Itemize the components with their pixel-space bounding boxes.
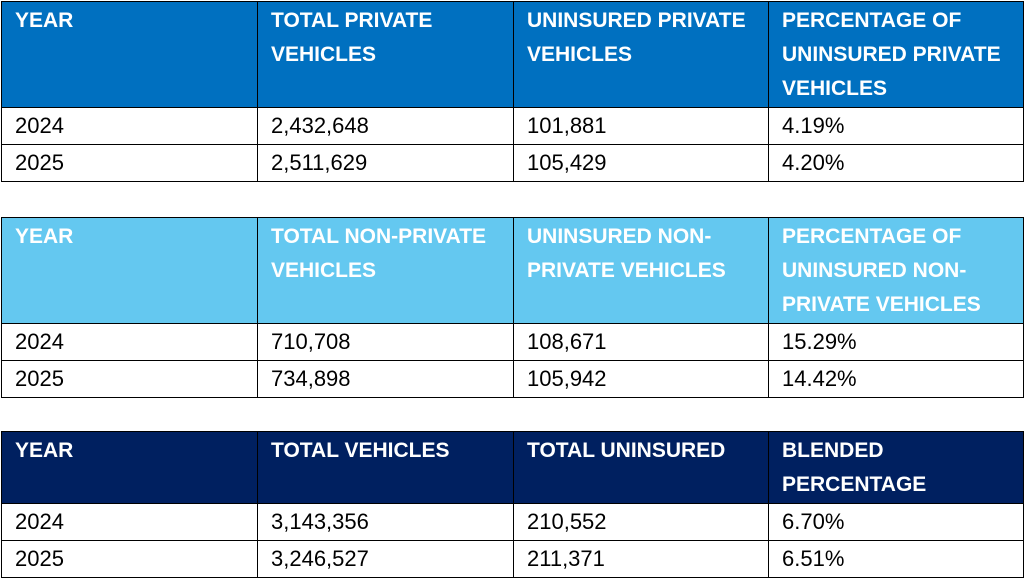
cell-uninsured: 105,942 [513,360,769,398]
cell-year: 2024 [1,323,258,361]
column-header-uninsured: UNINSURED PRIVATE VEHICLES [513,1,769,108]
cell-year: 2025 [1,540,258,578]
cell-total: 710,708 [257,323,514,361]
table-row: 2025 2,511,629 105,429 4.20% [1,144,1024,182]
column-header-total: TOTAL NON-PRIVATE VEHICLES [257,217,514,324]
column-header-total: TOTAL PRIVATE VEHICLES [257,1,514,108]
table-row: 2024 710,708 108,671 15.29% [1,323,1024,361]
column-header-uninsured: TOTAL UNINSURED [513,431,769,504]
cell-uninsured: 105,429 [513,144,769,182]
column-header-year: YEAR [1,217,258,324]
cell-total: 2,511,629 [257,144,514,182]
cell-total: 2,432,648 [257,107,514,145]
cell-total: 734,898 [257,360,514,398]
cell-uninsured: 210,552 [513,503,769,541]
cell-percentage: 6.51% [768,540,1024,578]
table-row: 2024 3,143,356 210,552 6.70% [1,503,1024,541]
column-header-year: YEAR [1,1,258,108]
nonprivate-vehicles-table: YEAR TOTAL NON-PRIVATE VEHICLES UNINSURE… [1,217,1024,398]
column-header-percentage: PERCENTAGE OF UNINSURED PRIVATE VEHICLES [768,1,1024,108]
table-row: 2024 2,432,648 101,881 4.19% [1,107,1024,145]
table-row: 2025 734,898 105,942 14.42% [1,360,1024,398]
cell-uninsured: 211,371 [513,540,769,578]
cell-total: 3,246,527 [257,540,514,578]
column-header-percentage: PERCENTAGE OF UNINSURED NON-PRIVATE VEHI… [768,217,1024,324]
header-row: YEAR TOTAL NON-PRIVATE VEHICLES UNINSURE… [1,217,1024,324]
cell-year: 2025 [1,360,258,398]
cell-year: 2025 [1,144,258,182]
column-header-uninsured: UNINSURED NON-PRIVATE VEHICLES [513,217,769,324]
column-header-total: TOTAL VEHICLES [257,431,514,504]
cell-uninsured: 108,671 [513,323,769,361]
total-vehicles-table: YEAR TOTAL VEHICLES TOTAL UNINSURED BLEN… [1,431,1024,578]
column-header-year: YEAR [1,431,258,504]
cell-percentage: 4.20% [768,144,1024,182]
private-vehicles-table: YEAR TOTAL PRIVATE VEHICLES UNINSURED PR… [1,1,1024,182]
table-row: 2025 3,246,527 211,371 6.51% [1,540,1024,578]
cell-total: 3,143,356 [257,503,514,541]
cell-year: 2024 [1,503,258,541]
cell-uninsured: 101,881 [513,107,769,145]
cell-percentage: 15.29% [768,323,1024,361]
column-header-percentage: BLENDED PERCENTAGE [768,431,1024,504]
header-row: YEAR TOTAL PRIVATE VEHICLES UNINSURED PR… [1,1,1024,108]
cell-percentage: 4.19% [768,107,1024,145]
cell-percentage: 6.70% [768,503,1024,541]
cell-percentage: 14.42% [768,360,1024,398]
cell-year: 2024 [1,107,258,145]
header-row: YEAR TOTAL VEHICLES TOTAL UNINSURED BLEN… [1,431,1024,504]
